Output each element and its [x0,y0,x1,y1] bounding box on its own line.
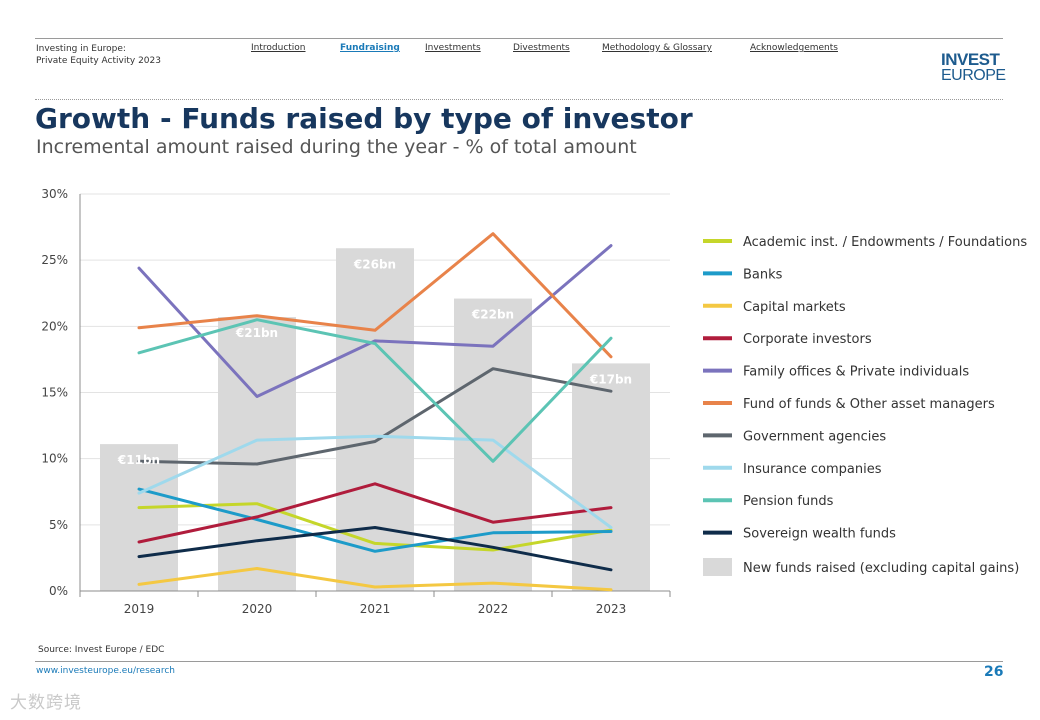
series-line [137,526,613,572]
invest-europe-logo: INVEST EUROPE [941,50,1006,84]
header-divider [35,38,1003,39]
nav-methodology-glossary[interactable]: Methodology & Glossary [602,43,712,53]
series-line [137,244,613,398]
y-tick-label: 20% [41,319,68,333]
y-tick-label: 15% [41,386,68,400]
research-link[interactable]: www.investeurope.eu/research [36,666,175,676]
nav-divestments[interactable]: Divestments [513,43,570,53]
x-tick-label: 2022 [478,602,509,616]
document-title: Investing in Europe: Private Equity Acti… [36,43,161,67]
logo-line2: EUROPE [941,67,1006,84]
series-line [137,487,613,553]
legend-label: Government agencies [743,429,886,444]
bar-value-label: €21bn [235,326,278,340]
legend-label: Capital markets [743,300,846,315]
nav-introduction[interactable]: Introduction [251,43,306,53]
y-tick-label: 0% [49,584,68,598]
legend-label: Corporate investors [743,332,872,347]
x-tick-label: 2023 [596,602,627,616]
series-line [137,502,613,552]
legend-label: Insurance companies [743,462,882,477]
x-tick-label: 2019 [124,602,155,616]
nav-investments[interactable]: Investments [425,43,481,53]
document-title-line2: Private Equity Activity 2023 [36,56,161,66]
funds-raised-chart: 0% 5% 10% 15% 20% 25% 30% 2019 2020 2021 2022 2023 €… [41,187,1027,616]
bar-new-funds [218,317,296,591]
series-line [137,367,613,466]
y-tick-label: 10% [41,452,68,466]
nav-fundraising[interactable]: Fundraising [340,43,400,53]
document-title-line1: Investing in Europe: [36,44,126,54]
bar-value-label: €26bn [353,257,396,271]
nav-acknowledgements[interactable]: Acknowledgements [750,43,838,53]
series-line [137,434,613,529]
legend-label: Sovereign wealth funds [743,527,896,542]
page-title: Growth - Funds raised by type of investo… [35,102,693,135]
y-tick-label: 5% [49,518,68,532]
page-number: 26 [984,664,1004,680]
watermark: 大数跨境 [10,693,82,713]
source-note: Source: Invest Europe / EDC [38,645,165,655]
series-line [137,318,613,463]
footer-divider [35,661,1003,662]
legend-label: Fund of funds & Other asset managers [743,397,995,412]
legend-label: Banks [743,267,783,282]
x-tick-label: 2020 [242,602,273,616]
legend-label: Pension funds [743,494,834,509]
legend-swatch-bars [703,558,732,576]
series-line [137,482,613,544]
logo-line1: INVEST [941,50,1000,69]
bar-value-label: €11bn [117,453,160,467]
legend-label: New funds raised (excluding capital gain… [743,561,1019,576]
header-dotted-divider [35,99,1003,100]
bar-value-label: €17bn [589,372,632,386]
bar-new-funds [100,444,178,591]
bar-new-funds [336,248,414,592]
legend-label: Academic inst. / Endowments / Foundation… [743,235,1027,250]
y-tick-label: 25% [41,253,68,267]
bar-new-funds [572,363,650,591]
x-tick-label: 2021 [360,602,391,616]
legend-label: Family offices & Private individuals [743,365,969,380]
y-tick-label: 30% [41,187,68,201]
page-subtitle: Incremental amount raised during the yea… [36,136,637,158]
series-line [137,232,613,359]
series-line [137,567,613,592]
bar-value-label: €22bn [471,308,514,322]
